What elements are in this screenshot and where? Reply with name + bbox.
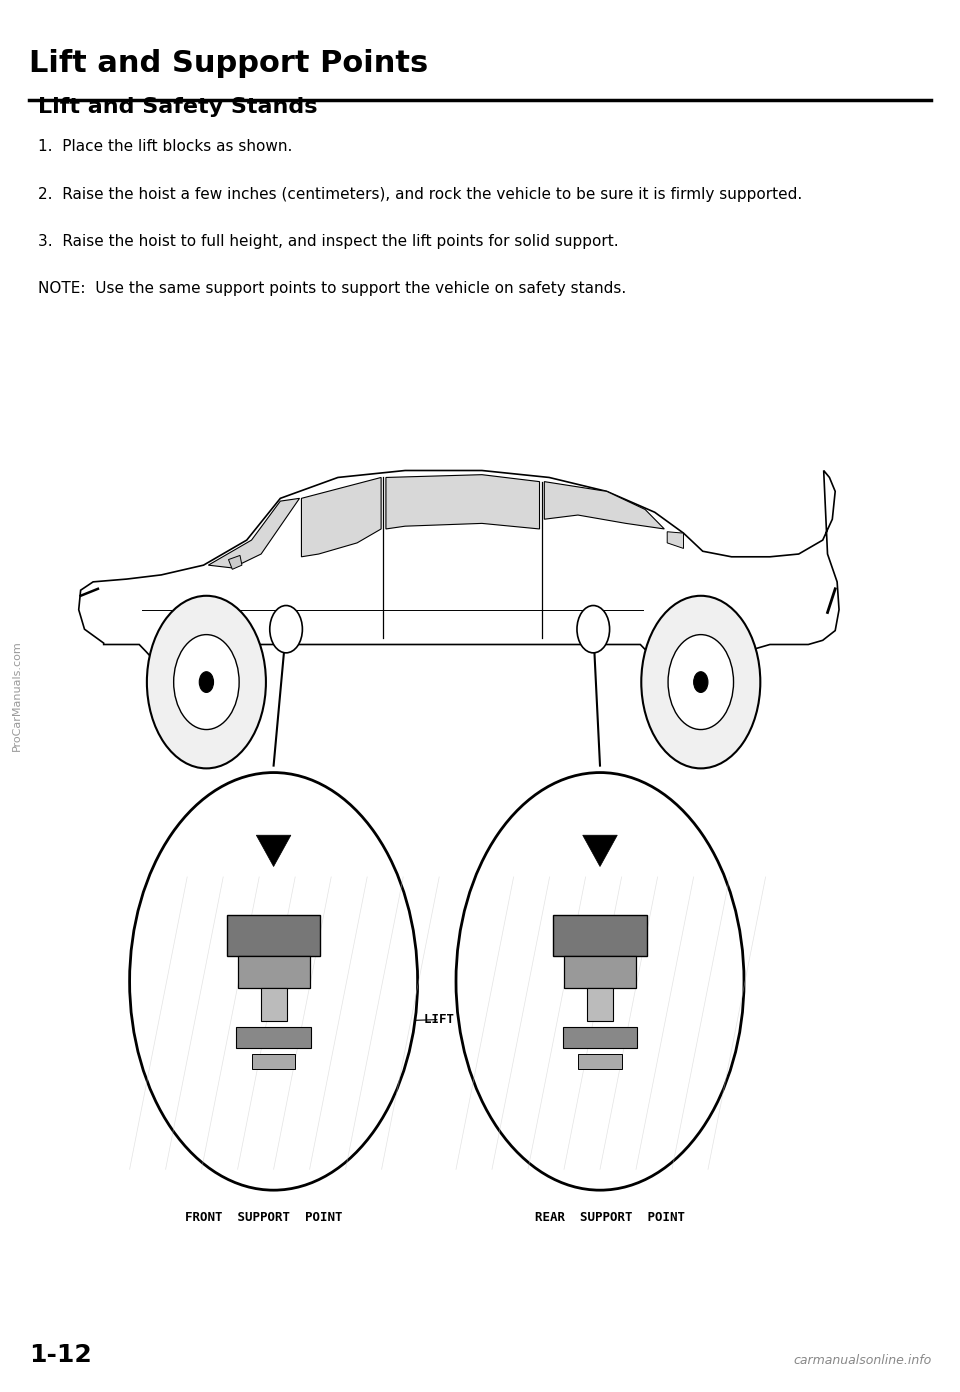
Text: ProCarManuals.com: ProCarManuals.com [12,640,22,752]
Text: carmanualsonline.info: carmanualsonline.info [793,1354,931,1367]
Circle shape [200,672,213,692]
Polygon shape [583,835,617,866]
Text: Lift and Safety Stands: Lift and Safety Stands [38,97,318,117]
Text: 1-12: 1-12 [29,1343,91,1367]
Circle shape [577,606,610,653]
Circle shape [174,635,239,729]
Circle shape [147,596,266,768]
Text: LIFT BLOCKS: LIFT BLOCKS [424,1013,507,1026]
Polygon shape [256,835,291,866]
FancyBboxPatch shape [563,1027,637,1048]
Text: 3.  Raise the hoist to full height, and inspect the lift points for solid suppor: 3. Raise the hoist to full height, and i… [38,234,619,249]
Polygon shape [301,477,381,557]
Circle shape [668,635,733,729]
Polygon shape [79,470,839,682]
Circle shape [641,596,760,768]
Polygon shape [667,532,684,548]
Polygon shape [386,475,540,529]
Text: Lift and Support Points: Lift and Support Points [29,49,428,78]
Polygon shape [208,498,300,568]
Polygon shape [544,482,664,529]
FancyBboxPatch shape [227,915,321,956]
FancyBboxPatch shape [260,988,286,1022]
Text: NOTE:  Use the same support points to support the vehicle on safety stands.: NOTE: Use the same support points to sup… [38,281,627,296]
Text: 2.  Raise the hoist a few inches (centimeters), and rock the vehicle to be sure : 2. Raise the hoist a few inches (centime… [38,187,803,202]
Text: FRONT  SUPPORT  POINT: FRONT SUPPORT POINT [185,1211,343,1224]
FancyBboxPatch shape [588,988,613,1022]
FancyBboxPatch shape [237,956,309,988]
Circle shape [270,606,302,653]
Circle shape [456,773,744,1190]
Text: 1.  Place the lift blocks as shown.: 1. Place the lift blocks as shown. [38,139,293,155]
FancyBboxPatch shape [553,915,647,956]
FancyBboxPatch shape [578,1055,622,1069]
FancyBboxPatch shape [252,1055,295,1069]
Polygon shape [228,555,242,569]
Circle shape [130,773,418,1190]
FancyBboxPatch shape [236,1027,311,1048]
Text: REAR  SUPPORT  POINT: REAR SUPPORT POINT [535,1211,684,1224]
FancyBboxPatch shape [564,956,636,988]
Circle shape [694,672,708,692]
